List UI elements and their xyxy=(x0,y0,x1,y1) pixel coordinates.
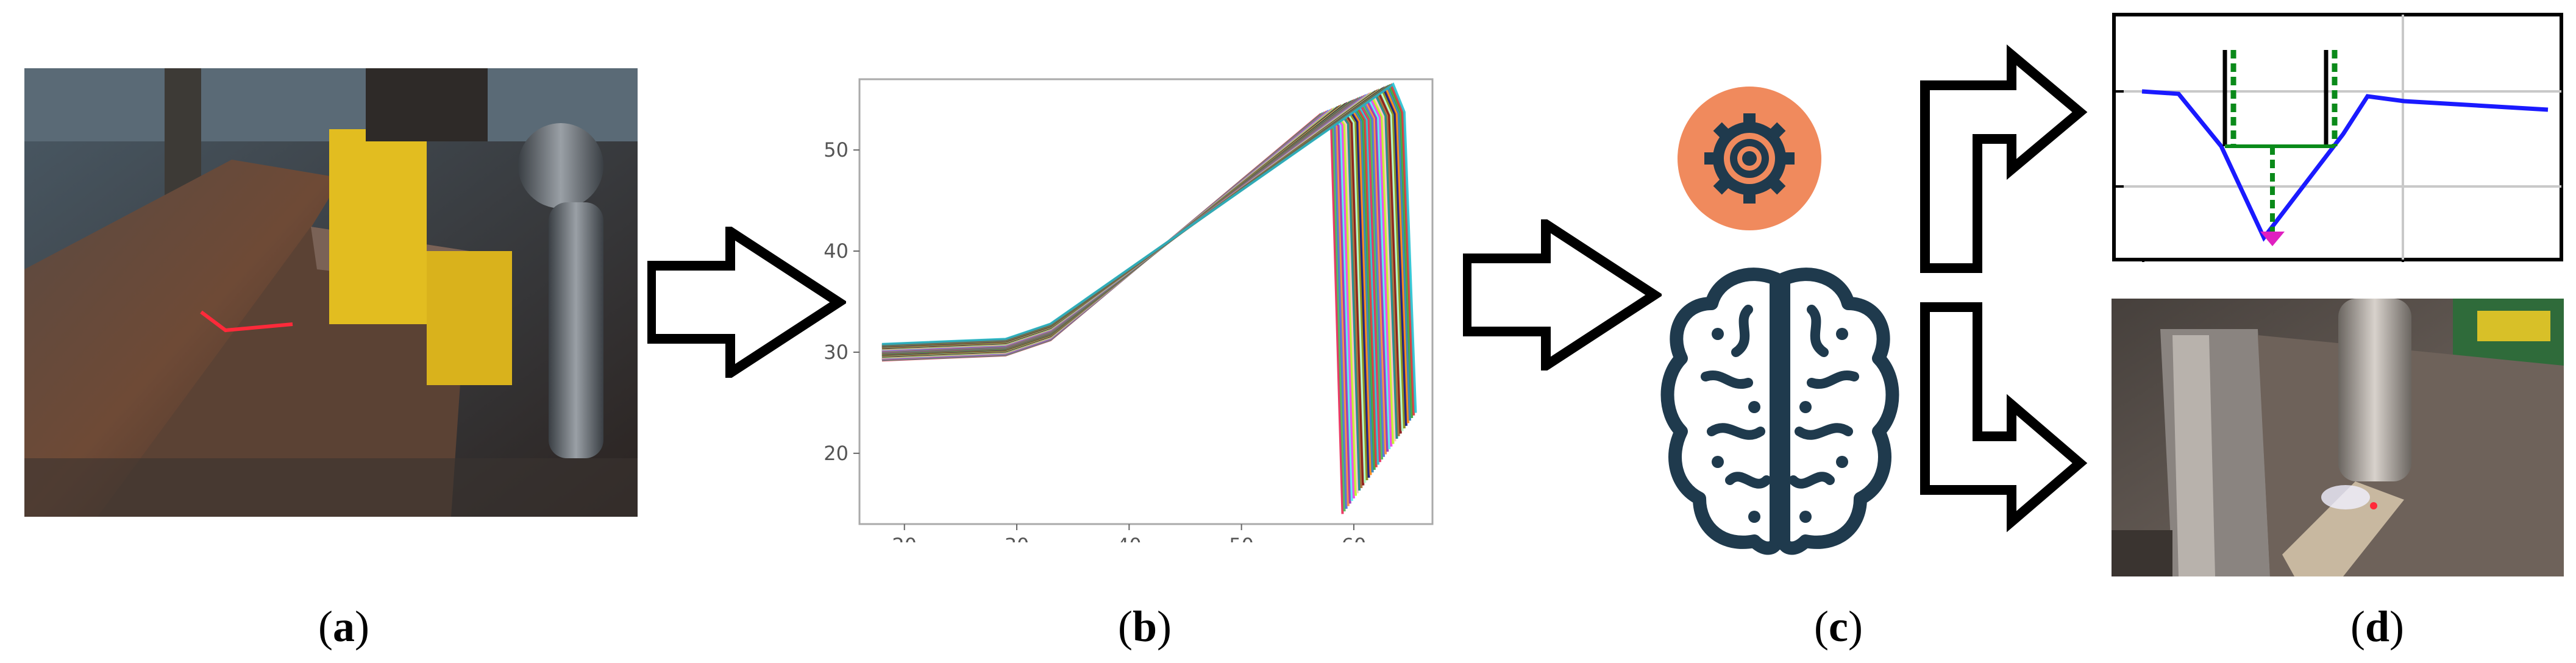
x-tick-label: 30 xyxy=(1005,534,1030,542)
arrow-up-right-icon xyxy=(1914,18,2091,274)
data-series-line xyxy=(881,82,1417,413)
arrow-right-icon xyxy=(1463,219,1662,370)
photo-welding-robot xyxy=(24,68,638,517)
brain-icon xyxy=(1657,261,1903,563)
x-tick-label: 20 xyxy=(892,534,917,542)
x-tick-label: 60 xyxy=(1342,534,1367,542)
arrow-right-icon xyxy=(647,227,846,378)
panel-caption-a: (a) xyxy=(318,602,369,651)
panel-caption-d: (d) xyxy=(2350,602,2404,651)
panel-caption-b: (b) xyxy=(1117,602,1172,651)
x-tick-label: 50 xyxy=(1229,534,1254,542)
y-tick-label: 20 xyxy=(824,442,849,465)
panel-caption-c: (c) xyxy=(1814,602,1863,651)
photo-welded-joint xyxy=(2112,299,2564,576)
y-tick-label: 50 xyxy=(824,138,849,161)
gear-icon xyxy=(1678,87,1821,230)
groove-profile-diagram xyxy=(2112,12,2564,262)
x-tick-label: 40 xyxy=(1117,534,1142,542)
arrow-down-right-icon xyxy=(1914,301,2091,569)
y-tick-label: 40 xyxy=(824,239,849,263)
line-chart: 20 30 40 50 60 20 30 40 50 xyxy=(811,67,1445,542)
y-tick-label: 30 xyxy=(824,341,849,364)
